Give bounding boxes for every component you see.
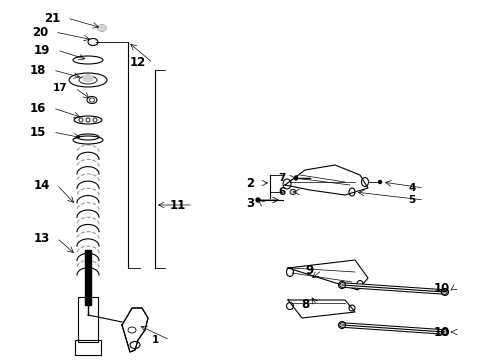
Text: 14: 14	[34, 179, 50, 192]
Ellipse shape	[289, 189, 295, 194]
Text: 10: 10	[433, 282, 449, 294]
Text: 20: 20	[32, 26, 48, 39]
Ellipse shape	[83, 75, 93, 81]
Polygon shape	[287, 260, 367, 290]
Text: 7: 7	[278, 173, 285, 183]
Text: 4: 4	[407, 183, 415, 193]
Text: 5: 5	[407, 195, 415, 205]
Text: 17: 17	[53, 83, 67, 93]
Bar	[75, 340, 101, 355]
Polygon shape	[122, 308, 148, 352]
Text: 12: 12	[130, 57, 146, 69]
Text: 13: 13	[34, 231, 50, 244]
Bar	[78, 297, 98, 342]
Text: 2: 2	[245, 176, 254, 189]
Ellipse shape	[378, 180, 381, 184]
Ellipse shape	[98, 25, 106, 31]
Text: 10: 10	[433, 325, 449, 338]
Text: 8: 8	[300, 298, 308, 311]
Ellipse shape	[294, 176, 297, 180]
Text: 6: 6	[278, 187, 285, 197]
Polygon shape	[285, 165, 367, 195]
Ellipse shape	[256, 198, 260, 202]
Polygon shape	[287, 300, 354, 318]
Text: 19: 19	[34, 44, 50, 57]
Text: 16: 16	[30, 102, 46, 114]
Text: 9: 9	[305, 264, 313, 276]
Text: 11: 11	[169, 198, 186, 212]
Text: 18: 18	[30, 63, 46, 77]
Text: 1: 1	[151, 335, 158, 345]
Text: 21: 21	[44, 12, 60, 24]
Bar	[85, 250, 91, 305]
Text: 3: 3	[245, 197, 254, 210]
Text: 15: 15	[30, 126, 46, 139]
